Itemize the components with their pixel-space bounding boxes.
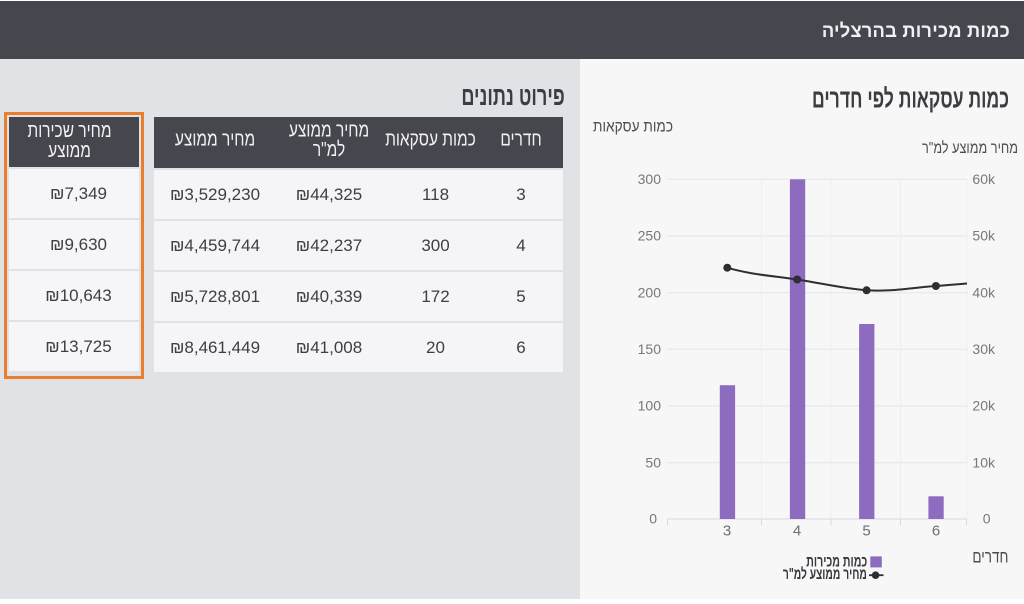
svg-text:כמות עסקאות: כמות עסקאות: [593, 119, 673, 136]
svg-text:0: 0: [649, 511, 657, 527]
svg-text:כמות מכירות: כמות מכירות: [806, 554, 867, 571]
svg-text:4: 4: [793, 523, 801, 540]
svg-text:3: 3: [723, 523, 731, 540]
svg-text:200: 200: [638, 284, 662, 300]
svg-text:100: 100: [638, 398, 662, 414]
svg-text:60k: 60k: [972, 171, 996, 187]
svg-text:5: 5: [862, 523, 870, 540]
svg-text:40k: 40k: [972, 284, 996, 300]
svg-text:50k: 50k: [972, 228, 996, 244]
svg-text:300: 300: [638, 171, 662, 187]
svg-text:כמות עסקאות לפי חדרים: כמות עסקאות לפי חדרים: [812, 84, 1009, 114]
svg-text:6: 6: [932, 523, 940, 540]
svg-text:10k: 10k: [972, 454, 996, 470]
svg-text:50: 50: [645, 454, 661, 470]
svg-text:מחיר ממוצע למ"ר: מחיר ממוצע למ"ר: [922, 139, 1018, 157]
svg-text:250: 250: [638, 228, 662, 244]
svg-text:150: 150: [638, 341, 662, 357]
svg-text:חדרים: חדרים: [972, 547, 1008, 567]
svg-text:מחיר ממוצע למ"ר: מחיר ממוצע למ"ר: [783, 566, 867, 583]
svg-text:20k: 20k: [972, 398, 996, 414]
svg-text:0: 0: [983, 511, 991, 527]
svg-text:30k: 30k: [972, 341, 996, 357]
